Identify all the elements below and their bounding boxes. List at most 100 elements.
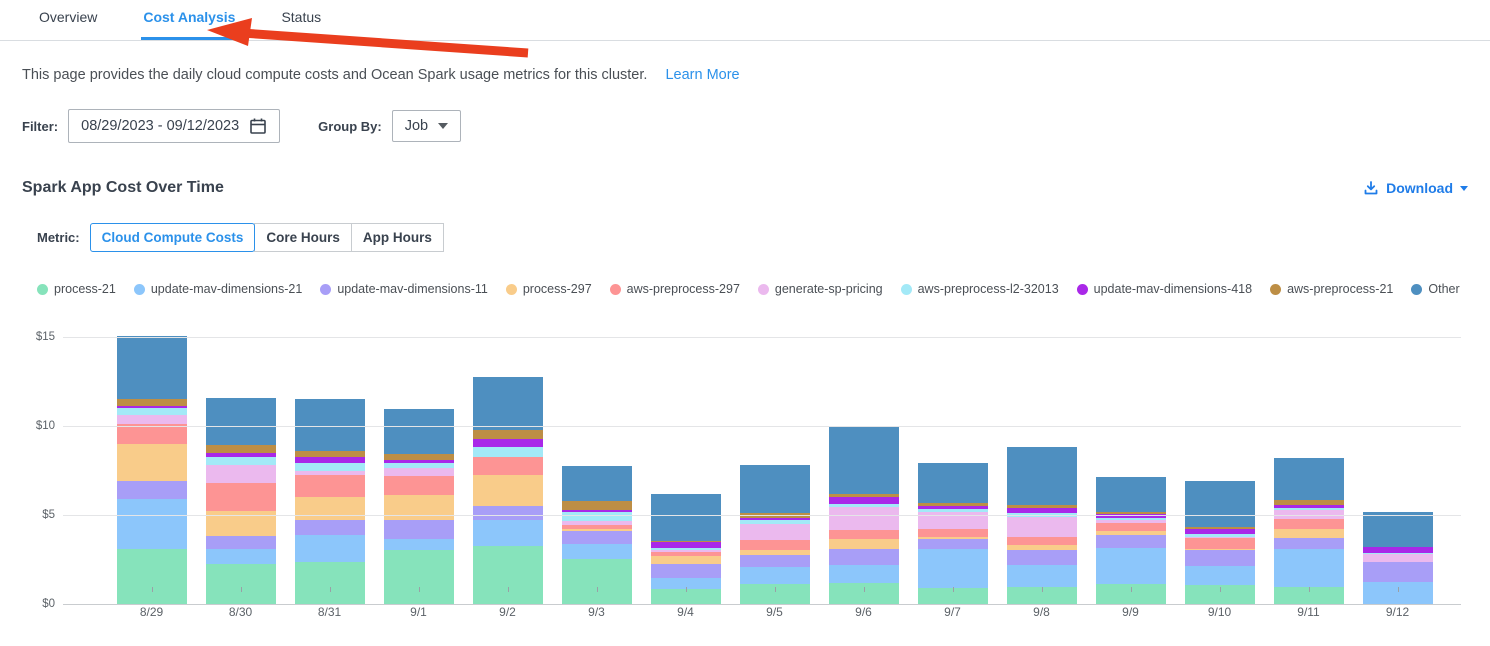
- bar-segment-process-297[interactable]: [1006, 544, 1077, 551]
- metric-cloud-compute-costs[interactable]: Cloud Compute Costs: [89, 223, 256, 252]
- bar-segment-aws-preprocess-297[interactable]: [1006, 537, 1077, 545]
- bar-segment-aws-preprocess-l2-32013[interactable]: [294, 463, 365, 472]
- legend-item-update-mav-dimensions-418[interactable]: update-mav-dimensions-418: [1076, 282, 1252, 296]
- legend-item-Other[interactable]: Other: [1411, 282, 1460, 296]
- bar-segment-generate-sp-pricing[interactable]: [828, 506, 899, 531]
- bar-segment-aws-preprocess-21[interactable]: [650, 540, 721, 542]
- bar-segment-process-21[interactable]: [205, 563, 276, 604]
- bar-segment-update-mav-dimensions-418[interactable]: [917, 506, 988, 509]
- bar-segment-update-mav-dimensions-418[interactable]: [472, 439, 543, 448]
- bar-segment-process-297[interactable]: [650, 556, 721, 564]
- bar-segment-process-297[interactable]: [116, 443, 187, 482]
- stacked-bar-8/30[interactable]: [205, 397, 276, 604]
- bar-segment-aws-preprocess-l2-32013[interactable]: [650, 548, 721, 550]
- stacked-bar-9/3[interactable]: [561, 465, 632, 604]
- bar-segment-process-21[interactable]: [116, 548, 187, 604]
- bar-segment-update-mav-dimensions-418[interactable]: [383, 460, 454, 463]
- bar-segment-aws-preprocess-21[interactable]: [472, 429, 543, 440]
- tab-cost-analysis[interactable]: Cost Analysis: [141, 0, 238, 40]
- bar-segment-process-21[interactable]: [650, 588, 721, 604]
- bar-segment-update-mav-dimensions-418[interactable]: [561, 509, 632, 513]
- learn-more-link[interactable]: Learn More: [665, 67, 740, 83]
- bar-segment-aws-preprocess-l2-32013[interactable]: [739, 520, 810, 524]
- bar-segment-update-mav-dimensions-21[interactable]: [917, 548, 988, 589]
- bar-segment-Other[interactable]: [1273, 457, 1344, 501]
- bar-segment-process-21[interactable]: [383, 550, 454, 604]
- legend-item-aws-preprocess-297[interactable]: aws-preprocess-297: [609, 282, 740, 296]
- bar-segment-update-mav-dimensions-11[interactable]: [917, 538, 988, 549]
- stacked-bar-9/9[interactable]: [1095, 476, 1166, 604]
- bar-segment-Other[interactable]: [650, 493, 721, 541]
- legend-item-aws-preprocess-21[interactable]: aws-preprocess-21: [1270, 282, 1393, 296]
- bar-segment-aws-preprocess-l2-32013[interactable]: [116, 408, 187, 416]
- bar-segment-update-mav-dimensions-21[interactable]: [650, 578, 721, 589]
- metric-app-hours[interactable]: App Hours: [350, 223, 444, 252]
- bar-segment-aws-preprocess-21[interactable]: [205, 445, 276, 454]
- bar-segment-update-mav-dimensions-418[interactable]: [294, 456, 365, 464]
- bar-segment-aws-preprocess-297[interactable]: [828, 530, 899, 539]
- bar-segment-Other[interactable]: [1362, 511, 1433, 547]
- bar-segment-generate-sp-pricing[interactable]: [205, 464, 276, 484]
- bar-segment-update-mav-dimensions-21[interactable]: [1273, 548, 1344, 587]
- bar-segment-update-mav-dimensions-418[interactable]: [205, 453, 276, 457]
- group-by-select[interactable]: Job: [391, 110, 462, 142]
- bar-segment-aws-preprocess-l2-32013[interactable]: [1273, 507, 1344, 511]
- bar-segment-update-mav-dimensions-11[interactable]: [116, 481, 187, 499]
- bar-segment-update-mav-dimensions-21[interactable]: [116, 499, 187, 549]
- bar-segment-update-mav-dimensions-11[interactable]: [1006, 550, 1077, 566]
- bar-segment-process-297[interactable]: [383, 495, 454, 521]
- stacked-bar-8/31[interactable]: [294, 398, 365, 604]
- bar-segment-process-21[interactable]: [472, 546, 543, 604]
- bar-segment-process-297[interactable]: [1095, 530, 1166, 536]
- bar-segment-update-mav-dimensions-21[interactable]: [472, 519, 543, 547]
- bar-segment-process-297[interactable]: [1273, 528, 1344, 538]
- bar-segment-aws-preprocess-297[interactable]: [294, 475, 365, 497]
- bar-segment-generate-sp-pricing[interactable]: [1006, 516, 1077, 538]
- stacked-bar-9/10[interactable]: [1184, 480, 1255, 604]
- bar-segment-Other[interactable]: [828, 425, 899, 494]
- bar-segment-aws-preprocess-l2-32013[interactable]: [1362, 553, 1433, 555]
- bar-segment-aws-preprocess-l2-32013[interactable]: [383, 462, 454, 468]
- bar-segment-generate-sp-pricing[interactable]: [116, 415, 187, 425]
- date-range-picker[interactable]: 08/29/2023 - 09/12/2023: [68, 109, 281, 143]
- bar-segment-update-mav-dimensions-21[interactable]: [383, 538, 454, 551]
- legend-item-update-mav-dimensions-11[interactable]: update-mav-dimensions-11: [320, 282, 488, 296]
- bar-segment-generate-sp-pricing[interactable]: [650, 549, 721, 552]
- bar-segment-Other[interactable]: [205, 397, 276, 446]
- bar-segment-aws-preprocess-21[interactable]: [1184, 527, 1255, 530]
- bar-segment-update-mav-dimensions-21[interactable]: [1095, 547, 1166, 584]
- stacked-bar-9/5[interactable]: [739, 464, 810, 604]
- bar-segment-process-21[interactable]: [1095, 583, 1166, 604]
- bar-segment-Other[interactable]: [472, 377, 543, 430]
- bar-segment-update-mav-dimensions-21[interactable]: [828, 565, 899, 583]
- bar-segment-aws-preprocess-297[interactable]: [205, 483, 276, 511]
- bar-segment-update-mav-dimensions-11[interactable]: [294, 520, 365, 535]
- bar-segment-Other[interactable]: [739, 464, 810, 514]
- bar-segment-process-297[interactable]: [205, 510, 276, 537]
- tab-status[interactable]: Status: [281, 9, 322, 25]
- bar-segment-update-mav-dimensions-11[interactable]: [383, 520, 454, 539]
- stacked-bar-9/2[interactable]: [472, 377, 543, 604]
- stacked-bar-8/29[interactable]: [116, 336, 187, 604]
- bar-segment-update-mav-dimensions-11[interactable]: [1184, 550, 1255, 566]
- bar-segment-aws-preprocess-297[interactable]: [650, 551, 721, 557]
- bar-segment-process-297[interactable]: [1184, 548, 1255, 551]
- bar-segment-aws-preprocess-l2-32013[interactable]: [205, 456, 276, 465]
- bar-segment-process-297[interactable]: [472, 474, 543, 507]
- bar-segment-update-mav-dimensions-11[interactable]: [561, 531, 632, 544]
- bar-segment-update-mav-dimensions-418[interactable]: [116, 405, 187, 409]
- legend-item-aws-preprocess-l2-32013[interactable]: aws-preprocess-l2-32013: [900, 282, 1059, 296]
- bar-segment-update-mav-dimensions-21[interactable]: [561, 543, 632, 559]
- bar-segment-aws-preprocess-297[interactable]: [561, 525, 632, 529]
- bar-segment-aws-preprocess-21[interactable]: [294, 451, 365, 457]
- bar-segment-aws-preprocess-l2-32013[interactable]: [1095, 517, 1166, 520]
- bar-segment-generate-sp-pricing[interactable]: [294, 471, 365, 476]
- stacked-bar-9/6[interactable]: [828, 425, 899, 604]
- legend-item-process-297[interactable]: process-297: [505, 282, 592, 296]
- tab-overview[interactable]: Overview: [39, 9, 98, 25]
- bar-segment-aws-preprocess-21[interactable]: [1273, 500, 1344, 506]
- bar-segment-generate-sp-pricing[interactable]: [1362, 554, 1433, 563]
- bar-segment-Other[interactable]: [917, 462, 988, 503]
- legend-item-generate-sp-pricing[interactable]: generate-sp-pricing: [757, 282, 883, 296]
- bar-segment-Other[interactable]: [383, 408, 454, 455]
